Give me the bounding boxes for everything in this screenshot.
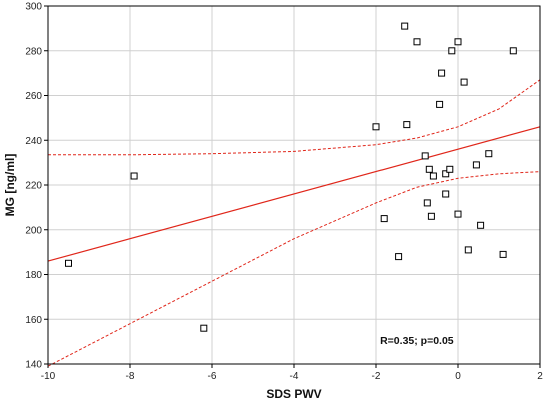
data-point <box>425 165 433 173</box>
x-tick-label: -8 <box>126 371 135 382</box>
data-point <box>448 47 456 55</box>
data-point <box>438 69 446 77</box>
data-point <box>380 215 388 223</box>
x-tick-label: -4 <box>290 371 299 382</box>
data-point <box>413 38 421 46</box>
confidence-lower-line <box>47 171 541 367</box>
data-point <box>454 38 462 46</box>
data-point <box>446 165 454 173</box>
correlation-annotation: R=0.35; p=0.05 <box>380 335 454 347</box>
y-tick-label: 160 <box>25 315 42 326</box>
data-point <box>477 221 485 229</box>
x-tick-label: -10 <box>41 371 56 382</box>
data-point <box>429 172 437 180</box>
data-point <box>509 47 517 55</box>
regression-line-group <box>47 126 541 262</box>
y-axis-title: MG [ng/ml] <box>3 154 17 217</box>
data-point <box>372 123 380 131</box>
data-point <box>395 253 403 261</box>
confidence-upper-line <box>48 79 541 156</box>
y-tick-label: 260 <box>25 91 42 102</box>
y-tick-label: 300 <box>25 2 42 13</box>
data-points <box>65 22 517 332</box>
y-tick-label: 200 <box>25 225 42 236</box>
confidence-band <box>47 79 541 367</box>
data-point <box>427 212 435 220</box>
data-point <box>401 22 409 30</box>
data-point <box>65 259 72 267</box>
y-tick-label: 240 <box>25 136 42 147</box>
y-tick-label: 180 <box>25 270 42 281</box>
y-tick-label: 220 <box>25 181 42 192</box>
data-point <box>454 210 462 218</box>
data-point <box>130 172 138 180</box>
data-point <box>464 246 472 254</box>
data-point <box>200 324 208 332</box>
data-point <box>442 170 450 178</box>
data-point <box>472 161 480 169</box>
x-tick-label: -6 <box>208 371 217 382</box>
x-tick-label: 2 <box>537 371 543 382</box>
data-point <box>421 152 429 160</box>
grid-lines <box>48 6 540 364</box>
data-point <box>442 190 450 198</box>
data-point <box>423 199 431 207</box>
regression-line <box>47 126 541 262</box>
y-tick-label: 140 <box>25 360 42 371</box>
y-tick-label: 280 <box>25 46 42 57</box>
x-tick-label: -2 <box>372 371 381 382</box>
x-tick-label: 0 <box>455 371 461 382</box>
data-point <box>403 121 411 129</box>
data-point <box>460 78 468 86</box>
axis-ticks: -10 -8 -6 -4 -2 0 2 140 160 180 200 220 240 260 280 300 <box>25 2 543 383</box>
x-axis-title: SDS PWV <box>266 387 321 401</box>
data-point <box>436 100 444 108</box>
data-point <box>499 250 507 258</box>
data-point <box>485 150 493 158</box>
